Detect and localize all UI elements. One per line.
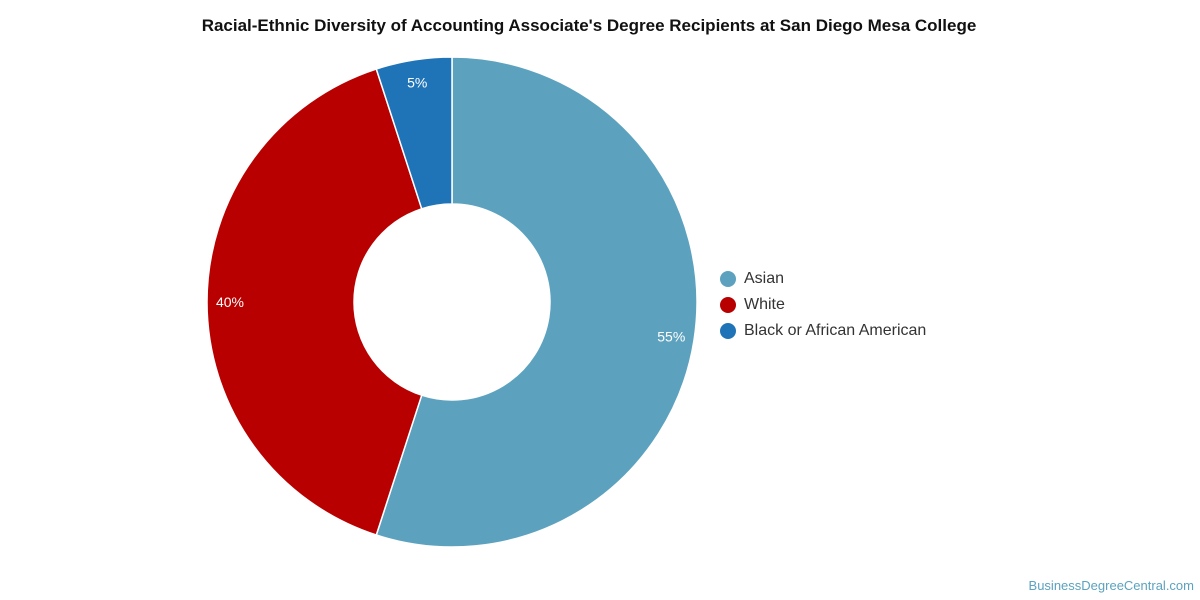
slice-label-black-or-african-american: 5% (407, 75, 427, 91)
legend-item-asian[interactable]: Asian (720, 266, 926, 292)
slice-white[interactable] (206, 68, 423, 536)
legend-item-black-or-african-american[interactable]: Black or African American (720, 318, 926, 344)
legend-item-white[interactable]: White (720, 292, 926, 318)
watermark-link[interactable]: BusinessDegreeCentral.com (1028, 578, 1194, 593)
legend-label: White (744, 296, 785, 313)
slice-black-or-african-american[interactable] (375, 56, 453, 210)
slice-label-white: 40% (216, 294, 244, 310)
legend-label: Asian (744, 270, 785, 287)
legend-swatch-icon (720, 271, 736, 287)
slice-label-asian: 55% (657, 329, 685, 345)
chart-legend: Asian White Black or African American (720, 266, 926, 344)
legend-swatch-icon (720, 323, 736, 339)
legend-label: Black or African American (744, 322, 927, 339)
slice-asian[interactable] (375, 56, 698, 548)
chart-title: Racial-Ethnic Diversity of Accounting As… (201, 16, 977, 35)
legend-swatch-icon (720, 297, 736, 313)
